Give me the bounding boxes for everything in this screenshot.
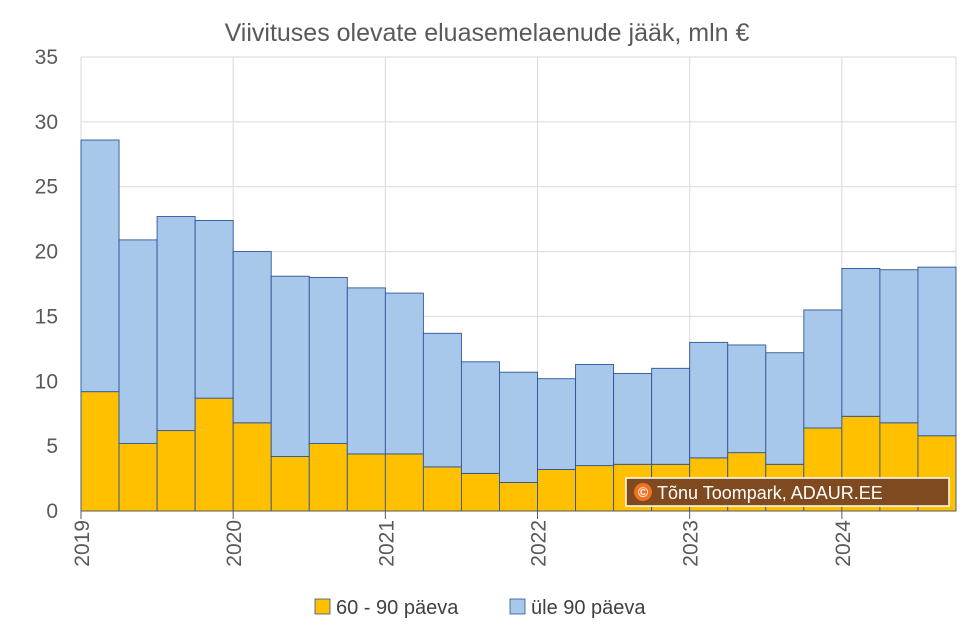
legend: 60 - 90 päeva üle 90 päeva (314, 597, 646, 619)
bar-over-90 (689, 341, 729, 459)
y-tick-label: 0 (46, 500, 58, 523)
bar-60-90 (308, 443, 348, 512)
bar-over-90 (80, 139, 120, 393)
bar-over-90 (841, 267, 881, 417)
bar-over-90 (765, 352, 805, 465)
y-tick-label: 5 (46, 435, 58, 458)
svg-text:©: © (638, 484, 649, 500)
x-tick-label: 2022 (528, 520, 551, 567)
y-axis-ticks: 0 5 10 15 20 25 30 35 (35, 46, 58, 523)
bar-over-90 (499, 371, 538, 483)
x-tick-label: 2020 (223, 520, 246, 567)
bar-over-90 (537, 378, 577, 470)
bar-over-90 (232, 251, 272, 424)
bar-60-90 (270, 456, 310, 512)
bar-60-90 (118, 443, 158, 512)
legend-label-over-90: üle 90 päeva (531, 597, 646, 619)
bar-60-90 (384, 453, 424, 512)
chart-title: Viivituses olevate eluasemelaenude jääk,… (225, 19, 750, 47)
bar-60-90 (499, 482, 538, 512)
y-tick-label: 25 (35, 176, 58, 199)
x-axis-ticks: 2019 2020 2021 2022 2023 2024 (71, 520, 855, 567)
bar-over-90 (346, 287, 386, 455)
bar-over-90 (270, 275, 310, 457)
copyright-watermark: © Tõnu Toompark, ADAUR.EE (625, 477, 950, 507)
y-tick-label: 10 (35, 370, 58, 393)
bar-over-90 (118, 239, 158, 444)
legend-swatch-60-90 (314, 598, 331, 615)
x-tick-label: 2023 (680, 520, 703, 567)
bar-60-90 (232, 422, 272, 512)
bar-over-90 (651, 367, 691, 465)
bar-over-90 (422, 332, 462, 468)
y-tick-label: 30 (35, 111, 58, 134)
bar-60-90 (422, 466, 462, 512)
bar-60-90 (156, 430, 196, 512)
bar-over-90 (917, 266, 957, 437)
legend-swatch-over-90 (509, 598, 526, 615)
bars (80, 139, 957, 512)
bar-60-90 (346, 453, 386, 512)
bar-over-90 (460, 361, 500, 474)
bar-over-90 (613, 373, 653, 465)
bar-60-90 (460, 472, 500, 512)
bar-over-90 (308, 277, 348, 444)
bar-over-90 (727, 344, 767, 454)
axes (80, 510, 956, 519)
copyright-text: Tõnu Toompark, ADAUR.EE (657, 483, 883, 503)
bar-over-90 (803, 309, 843, 429)
bar-60-90 (194, 397, 234, 512)
y-tick-label: 20 (35, 241, 58, 264)
legend-label-60-90: 60 - 90 päeva (336, 597, 459, 619)
y-tick-label: 35 (35, 46, 58, 69)
bar-60-90 (80, 391, 120, 512)
x-tick-label: 2024 (832, 520, 855, 567)
bar-60-90 (537, 469, 577, 512)
y-tick-label: 15 (35, 305, 58, 328)
bar-over-90 (575, 363, 615, 467)
x-tick-label: 2021 (375, 520, 398, 567)
bar-over-90 (879, 269, 919, 424)
bar-60-90 (575, 465, 615, 512)
bar-over-90 (384, 292, 424, 455)
x-tick-label: 2019 (71, 520, 94, 567)
bar-over-90 (194, 219, 234, 399)
bar-over-90 (156, 216, 196, 432)
copyright-icon (634, 483, 652, 501)
